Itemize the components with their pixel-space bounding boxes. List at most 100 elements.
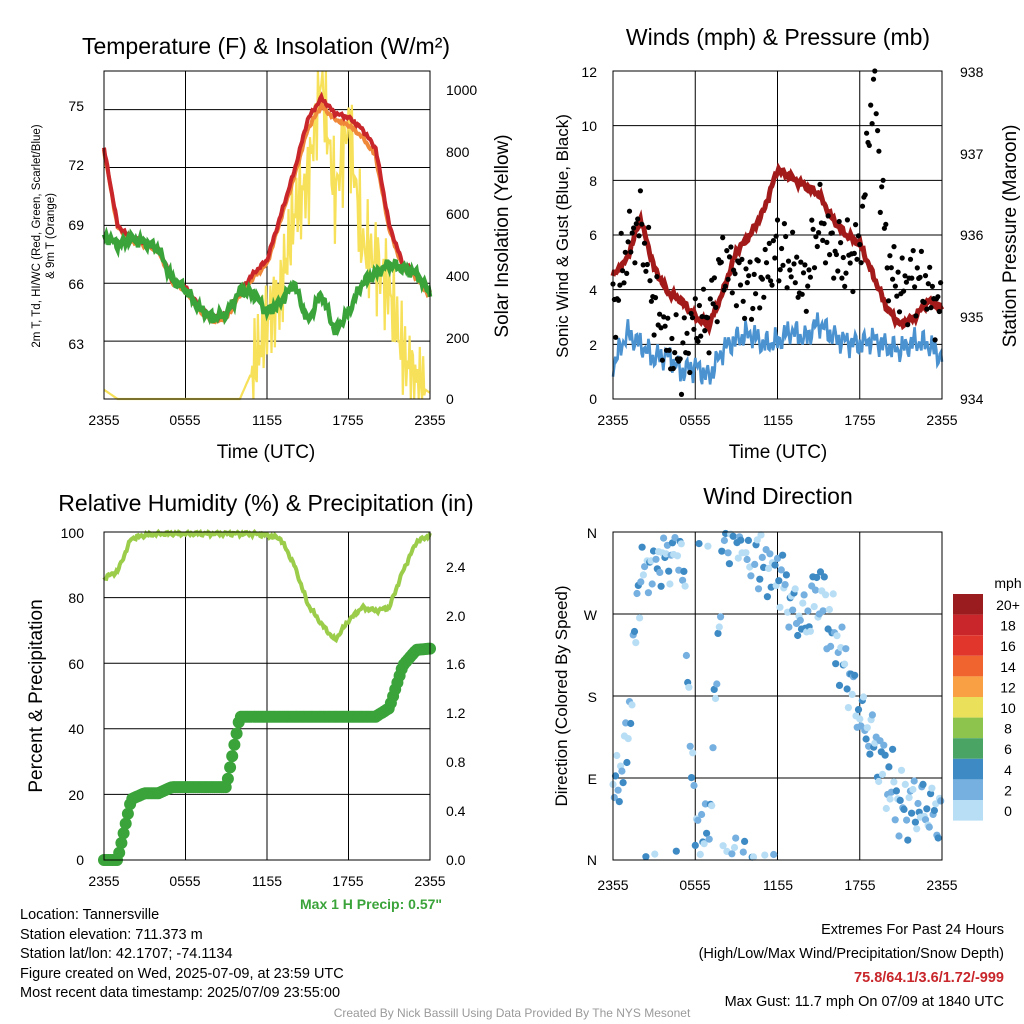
direction-point bbox=[908, 809, 916, 817]
rh-xtick-0: 2355 bbox=[88, 873, 119, 889]
direction-point bbox=[660, 534, 668, 542]
humidity-panel: Relative Humidity (%) & Precipitation (i… bbox=[26, 490, 474, 889]
gust-point bbox=[913, 313, 919, 319]
gust-point bbox=[654, 274, 660, 280]
direction-point bbox=[666, 580, 674, 588]
gust-point bbox=[892, 283, 899, 289]
gust-point bbox=[809, 217, 815, 223]
dir-xtick-2: 1155 bbox=[763, 877, 793, 893]
direction-point bbox=[862, 735, 870, 743]
direction-point bbox=[819, 607, 827, 615]
gust-point bbox=[925, 281, 931, 287]
direction-point bbox=[885, 763, 893, 771]
direction-point bbox=[806, 627, 815, 635]
speed-scale-label: 0 bbox=[1004, 803, 1012, 819]
direction-point bbox=[686, 742, 694, 750]
direction-point bbox=[919, 780, 927, 789]
direction-point bbox=[763, 593, 772, 601]
wind-x-ticks: 2355 0555 1155 1755 2355 bbox=[597, 412, 957, 428]
direction-point bbox=[630, 627, 639, 636]
insol-tick-0: 0 bbox=[446, 391, 454, 407]
direction-point bbox=[618, 767, 626, 775]
gust-point bbox=[864, 130, 870, 136]
gust-point bbox=[901, 288, 907, 294]
direction-point bbox=[624, 735, 632, 743]
direction-point bbox=[651, 850, 659, 858]
wind-xtick-3: 1755 bbox=[844, 412, 875, 428]
direction-point bbox=[679, 576, 687, 584]
credit-line: Created By Nick Bassill Using Data Provi… bbox=[333, 1006, 691, 1020]
direction-point bbox=[848, 690, 856, 699]
pres-tick-934: 934 bbox=[960, 391, 984, 407]
temperature-plot-frame bbox=[103, 70, 431, 400]
direction-point bbox=[827, 642, 835, 651]
gust-point bbox=[842, 283, 848, 289]
direction-point bbox=[901, 780, 909, 789]
direction-point bbox=[799, 599, 807, 607]
gust-point bbox=[652, 295, 659, 301]
wind-series bbox=[610, 68, 945, 397]
gust-point bbox=[762, 246, 768, 253]
gust-point bbox=[839, 275, 845, 281]
direction-point bbox=[896, 796, 904, 805]
gust-point bbox=[780, 262, 786, 268]
gust-point bbox=[635, 216, 641, 222]
gust-point bbox=[718, 259, 724, 265]
wind-tick-12: 12 bbox=[581, 64, 597, 80]
direction-point bbox=[775, 577, 783, 585]
temperature-panel: Temperature (F) & Insolation (W/m²) 2m T… bbox=[31, 33, 513, 463]
gust-point bbox=[851, 250, 857, 256]
direction-point bbox=[757, 531, 765, 539]
direction-point bbox=[892, 787, 901, 795]
direction-point bbox=[835, 681, 844, 690]
precip-tick-1.6: 1.6 bbox=[446, 656, 466, 672]
direction-point bbox=[652, 555, 660, 563]
gust-point bbox=[868, 102, 874, 108]
direction-point bbox=[770, 850, 778, 859]
gust-point bbox=[831, 275, 837, 281]
direction-point bbox=[627, 719, 635, 728]
direction-point bbox=[718, 547, 726, 555]
speed-scale-label: 2 bbox=[1004, 782, 1012, 798]
wind-tick-4: 4 bbox=[589, 282, 597, 298]
gust-point bbox=[935, 294, 941, 300]
precip-point bbox=[119, 817, 132, 830]
insolation-y-ticks: 1000 800 600 400 200 0 bbox=[446, 82, 477, 407]
wind-y-ticks: 12 10 8 6 4 2 0 bbox=[581, 64, 597, 407]
rh-tick-0: 0 bbox=[76, 852, 84, 868]
direction-point bbox=[681, 582, 689, 590]
speed-scale-label: 14 bbox=[1000, 659, 1016, 675]
gust-point bbox=[875, 128, 881, 134]
gust-point bbox=[927, 264, 933, 270]
gust-point bbox=[822, 260, 829, 266]
station-info: Location: Tannersville Station elevation… bbox=[20, 906, 344, 1004]
gust-point bbox=[646, 224, 652, 230]
gust-point bbox=[866, 142, 872, 148]
gust-point bbox=[750, 305, 756, 312]
gust-point bbox=[768, 278, 774, 284]
gust-point bbox=[821, 221, 827, 227]
wind-tick-6: 6 bbox=[589, 227, 597, 243]
gust-point bbox=[613, 334, 619, 340]
gust-point bbox=[810, 226, 816, 232]
gust-point bbox=[615, 297, 622, 303]
direction-point bbox=[875, 777, 883, 786]
direction-x-ticks: 2355 0555 1155 1755 2355 bbox=[597, 877, 957, 893]
gust-point bbox=[766, 240, 772, 246]
speed-scale-label: 12 bbox=[1000, 679, 1016, 695]
gust-point bbox=[684, 330, 690, 336]
direction-point bbox=[754, 585, 763, 593]
precip-tick-2.4: 2.4 bbox=[446, 559, 466, 575]
wind-xtick-0: 2355 bbox=[597, 412, 628, 428]
sonic-wind-line bbox=[611, 312, 944, 385]
speed-scale-label: 8 bbox=[1004, 721, 1012, 737]
direction-point bbox=[724, 549, 732, 557]
gust-point bbox=[824, 239, 830, 245]
gust-point bbox=[781, 221, 788, 227]
gust-point bbox=[922, 273, 929, 279]
speed-scale-swatch bbox=[953, 717, 983, 739]
gust-point bbox=[636, 233, 642, 239]
precip-point bbox=[230, 727, 243, 740]
gust-point bbox=[628, 249, 634, 255]
direction-point bbox=[732, 834, 740, 842]
